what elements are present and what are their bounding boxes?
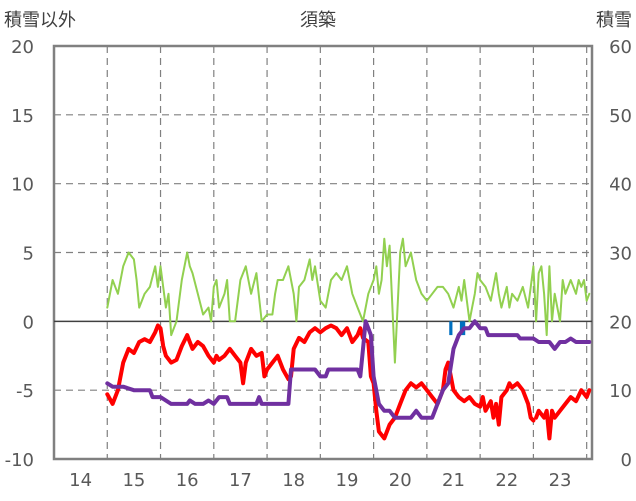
- x-tick-label: 20: [389, 470, 412, 491]
- left-axis-label: 積雪以外: [4, 10, 76, 31]
- right-tick-label: 50: [609, 106, 632, 127]
- x-tick-label: 17: [229, 470, 252, 491]
- left-tick-label: 0: [23, 312, 34, 333]
- left-tick-label: 10: [11, 175, 34, 196]
- left-tick-label: 15: [11, 106, 34, 127]
- left-tick-labels: 20 15 10 5 0 -5 -10: [5, 37, 34, 471]
- series-line-0: [534, 388, 592, 441]
- series-line-2: [105, 319, 592, 420]
- series-line-0: [105, 323, 536, 441]
- left-tick-label: 5: [23, 244, 34, 265]
- right-tick-label: 60: [609, 37, 632, 58]
- x-tick-label: 22: [495, 470, 518, 491]
- x-tick-label: 21: [442, 470, 465, 491]
- right-axis-label: 積雪: [596, 10, 632, 31]
- x-tick-label: 14: [69, 470, 92, 491]
- left-tick-label: 20: [11, 37, 34, 58]
- right-tick-label: 0: [621, 450, 632, 471]
- chart-title: 須築: [300, 10, 336, 31]
- left-tick-label: -10: [5, 450, 34, 471]
- right-tick-label: 10: [609, 381, 632, 402]
- data-lines: [105, 237, 592, 441]
- x-tick-label: 16: [176, 470, 199, 491]
- left-tick-label: -5: [16, 381, 34, 402]
- right-tick-label: 30: [609, 244, 632, 265]
- sunshine-bar: [449, 321, 453, 336]
- right-tick-label: 40: [609, 175, 632, 196]
- right-tick-label: 20: [609, 312, 632, 333]
- x-tick-label: 23: [549, 470, 572, 491]
- x-tick-label: 19: [336, 470, 359, 491]
- grid-lines: [54, 46, 592, 459]
- right-tick-labels: 60 50 40 30 20 10 0: [609, 37, 632, 471]
- x-tick-label: 15: [122, 470, 145, 491]
- x-tick-label: 18: [282, 470, 305, 491]
- x-tick-labels: 14 15 16 17 18 19 20 21 22 23: [69, 470, 571, 491]
- series-line-1: [106, 237, 591, 364]
